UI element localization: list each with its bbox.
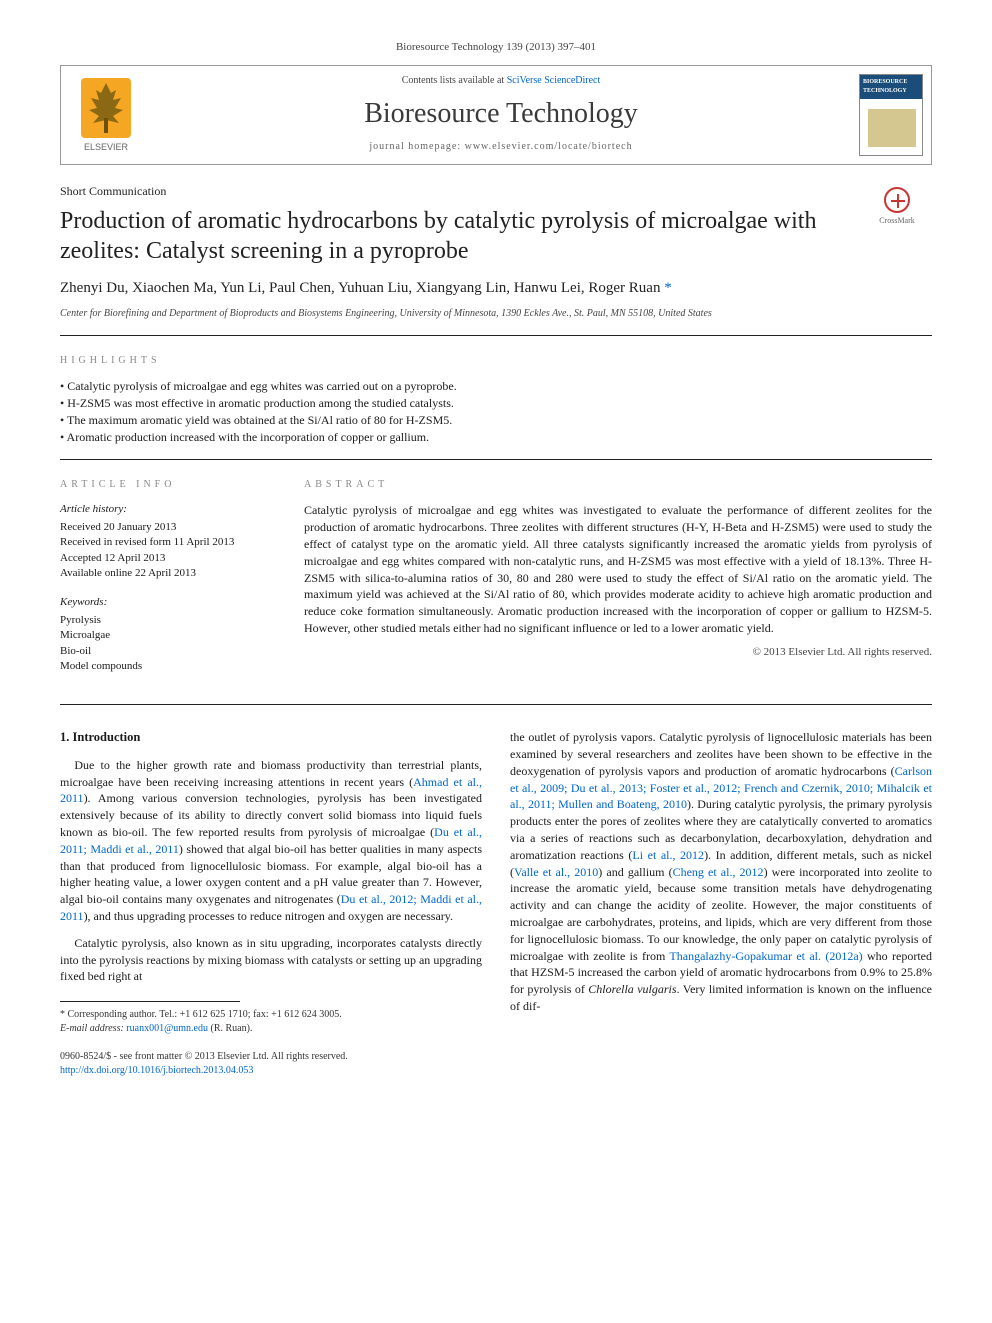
history-item: Available online 22 April 2013 <box>60 566 280 581</box>
publisher-name: ELSEVIER <box>84 141 128 154</box>
authors-text: Zhenyi Du, Xiaochen Ma, Yun Li, Paul Che… <box>60 280 660 296</box>
article-info: ARTICLE INFO Article history: Received 2… <box>60 478 280 688</box>
footnote-separator <box>60 1001 240 1002</box>
email-footnote: E-mail address: ruanx001@umn.edu (R. Rua… <box>60 1022 482 1036</box>
citation-valle[interactable]: Valle et al., 2010 <box>514 865 598 879</box>
cover-title: BIORESOURCE TECHNOLOGY <box>863 78 919 95</box>
corresponding-marker: * <box>664 280 672 296</box>
p1-d: ), and thus upgrading processes to reduc… <box>84 909 453 923</box>
doi-link[interactable]: http://dx.doi.org/10.1016/j.biortech.201… <box>60 1065 253 1076</box>
author-list: Zhenyi Du, Xiaochen Ma, Yun Li, Paul Che… <box>60 278 932 299</box>
history-item: Accepted 12 April 2013 <box>60 551 280 566</box>
p3-a: the outlet of pyrolysis vapors. Catalyti… <box>510 730 932 778</box>
citation-thangalazhy[interactable]: Thangalazhy-Gopakumar et al. (2012a) <box>669 949 862 963</box>
elsevier-tree-icon <box>81 78 131 138</box>
issn-line: 0960-8524/$ - see front matter © 2013 El… <box>60 1050 482 1064</box>
abstract-copyright: © 2013 Elsevier Ltd. All rights reserved… <box>304 645 932 660</box>
elsevier-logo: ELSEVIER <box>61 66 151 164</box>
citation-cheng[interactable]: Cheng et al., 2012 <box>673 865 764 879</box>
corresponding-author-footnote: * Corresponding author. Tel.: +1 612 625… <box>60 1008 482 1022</box>
crossmark-badge[interactable]: CrossMark <box>862 187 932 226</box>
crossmark-label: CrossMark <box>879 216 915 225</box>
highlight-item: Aromatic production increased with the i… <box>60 429 932 446</box>
journal-header: ELSEVIER Contents lists available at Sci… <box>60 65 932 165</box>
p3-d: ) and gallium ( <box>598 865 672 879</box>
highlight-item: H-ZSM5 was most effective in aromatic pr… <box>60 395 932 412</box>
highlights-label: HIGHLIGHTS <box>60 354 932 368</box>
corresponding-email-link[interactable]: ruanx001@umn.edu <box>126 1023 208 1034</box>
keyword-item: Model compounds <box>60 659 280 674</box>
article-type: Short Communication <box>60 183 932 200</box>
keyword-item: Pyrolysis <box>60 613 280 628</box>
keywords-label: Keywords: <box>60 595 280 610</box>
crossmark-icon <box>884 187 910 213</box>
highlight-item: The maximum aromatic yield was obtained … <box>60 412 932 429</box>
contents-prefix: Contents lists available at <box>402 75 507 86</box>
email-name: (R. Ruan). <box>211 1023 253 1034</box>
abstract-text: Catalytic pyrolysis of microalgae and eg… <box>304 502 932 636</box>
highlight-item: Catalytic pyrolysis of microalgae and eg… <box>60 378 932 395</box>
history-item: Received in revised form 11 April 2013 <box>60 535 280 550</box>
journal-reference: Bioresource Technology 139 (2013) 397–40… <box>60 40 932 55</box>
article-history-label: Article history: <box>60 502 280 517</box>
intro-paragraph-2: Catalytic pyrolysis, also known as in si… <box>60 935 482 985</box>
homepage-url: www.elsevier.com/locate/biortech <box>465 141 633 152</box>
email-label: E-mail address: <box>60 1023 124 1034</box>
intro-paragraph-3: the outlet of pyrolysis vapors. Catalyti… <box>510 729 932 1015</box>
abstract-section: ABSTRACT Catalytic pyrolysis of microalg… <box>304 478 932 688</box>
journal-title: Bioresource Technology <box>151 94 851 133</box>
article-title: Production of aromatic hydrocarbons by c… <box>60 206 932 266</box>
article-info-label: ARTICLE INFO <box>60 478 280 492</box>
affiliation: Center for Biorefining and Department of… <box>60 307 932 336</box>
highlights-section: Catalytic pyrolysis of microalgae and eg… <box>60 378 932 460</box>
sciencedirect-link[interactable]: SciVerse ScienceDirect <box>507 75 601 86</box>
species-name: Chlorella vulgaris <box>588 982 676 996</box>
citation-li[interactable]: Li et al., 2012 <box>632 848 704 862</box>
keyword-item: Microalgae <box>60 628 280 643</box>
intro-paragraph-1: Due to the higher growth rate and biomas… <box>60 757 482 925</box>
keyword-item: Bio-oil <box>60 644 280 659</box>
cover-image <box>868 109 916 147</box>
journal-cover: BIORESOURCE TECHNOLOGY <box>851 66 931 164</box>
abstract-label: ABSTRACT <box>304 478 932 492</box>
history-item: Received 20 January 2013 <box>60 520 280 535</box>
contents-list-line: Contents lists available at SciVerse Sci… <box>151 74 851 88</box>
intro-heading: 1. Introduction <box>60 729 482 747</box>
journal-homepage: journal homepage: www.elsevier.com/locat… <box>151 140 851 154</box>
p1-b: ). Among various conversion technologies… <box>60 791 482 839</box>
homepage-prefix: journal homepage: <box>369 141 464 152</box>
